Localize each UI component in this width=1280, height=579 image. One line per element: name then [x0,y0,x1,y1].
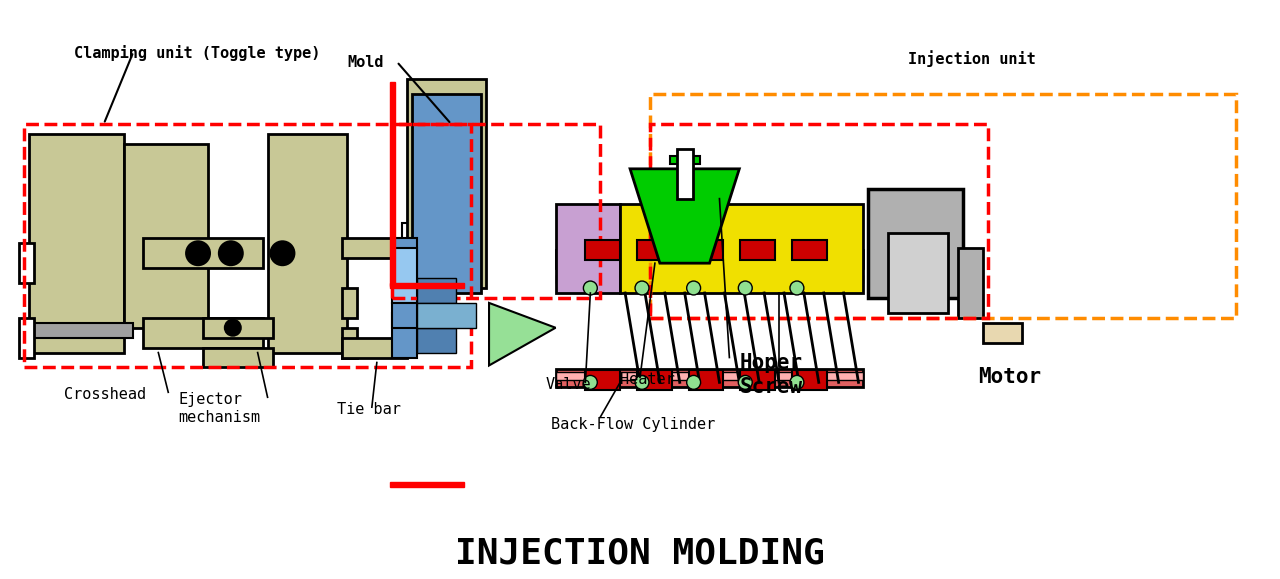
Text: Screw: Screw [740,378,803,397]
Bar [650,94,1236,318]
Bar [124,144,207,328]
Bar [556,275,864,283]
Bar [402,323,416,353]
Bar [342,239,407,258]
Bar [204,318,273,338]
Bar [556,204,620,293]
Circle shape [686,375,700,389]
Bar [677,149,692,199]
Circle shape [686,281,700,295]
Bar [19,243,35,283]
Text: Tie bar: Tie bar [337,402,401,417]
Bar [204,347,273,368]
Bar [983,323,1023,343]
Circle shape [790,281,804,295]
Bar [392,124,600,298]
Text: Valve: Valve [545,378,591,393]
Text: Motor: Motor [978,368,1041,387]
Bar [689,240,723,260]
Bar [620,204,864,293]
Bar [585,240,620,260]
Text: Back-Flow Cylinder: Back-Flow Cylinder [550,417,714,432]
Bar [407,79,486,288]
Bar [29,134,124,353]
Circle shape [739,375,753,389]
Bar [416,328,456,353]
Circle shape [790,375,804,389]
Bar [416,278,456,303]
Bar [585,371,620,390]
Bar [342,288,357,318]
Bar [792,240,827,260]
Circle shape [225,320,241,336]
Bar [556,372,864,380]
Bar [412,94,481,293]
Bar [19,318,35,357]
Circle shape [635,375,649,389]
Text: Clamping unit (Toggle type): Clamping unit (Toggle type) [74,45,320,61]
Bar [637,371,672,390]
Circle shape [219,241,243,265]
Bar [268,134,347,353]
Circle shape [635,281,649,295]
Circle shape [584,375,598,389]
Bar [637,240,672,260]
Bar [392,239,416,283]
Bar [740,371,776,390]
Bar [416,303,476,328]
Bar [389,82,394,286]
Bar [650,124,988,318]
Circle shape [186,241,210,265]
Circle shape [739,281,753,295]
Bar [392,303,416,328]
Bar [868,189,963,298]
Bar [24,124,471,368]
Bar [556,250,864,268]
Bar [669,156,700,164]
Bar [143,239,262,268]
Bar [556,369,864,387]
Bar [792,371,827,390]
Bar [35,323,133,338]
Polygon shape [489,303,556,365]
Bar [389,482,465,486]
Bar [342,338,407,357]
Circle shape [584,281,598,295]
Bar [957,248,983,318]
Bar [689,371,723,390]
Bar [888,233,948,313]
Text: Mold: Mold [347,54,384,69]
Bar [143,318,262,347]
Text: Ejector
mechanism: Ejector mechanism [178,393,260,424]
Bar [389,283,465,288]
Text: Injection unit: Injection unit [908,50,1036,67]
Bar [740,240,776,260]
Bar [392,248,416,303]
Text: Hoper: Hoper [740,353,803,372]
Text: Crosshead: Crosshead [64,387,146,402]
Text: Heater: Heater [620,372,675,387]
Bar [392,313,416,357]
Circle shape [270,241,294,265]
Polygon shape [630,169,740,263]
Bar [402,223,416,253]
Bar [342,328,357,357]
Text: INJECTION MOLDING: INJECTION MOLDING [456,536,824,570]
